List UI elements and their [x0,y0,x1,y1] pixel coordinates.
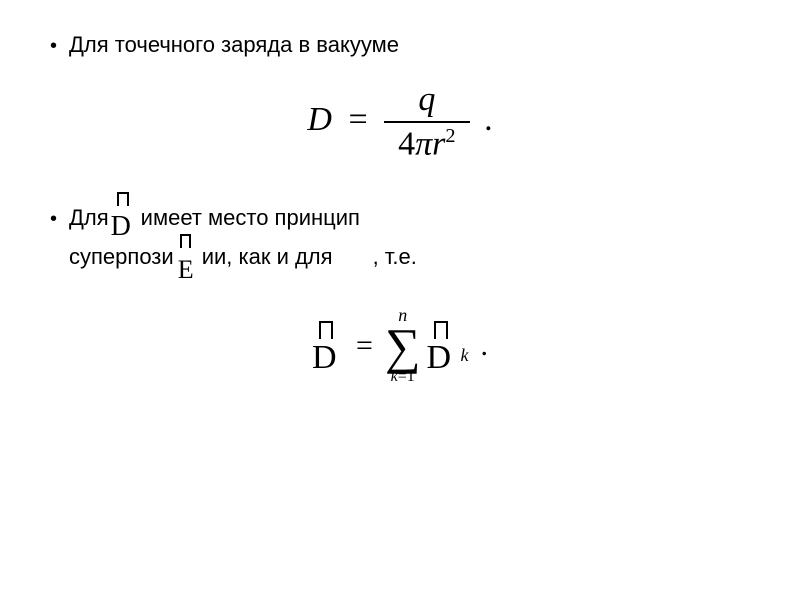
f1-denom-r: r [432,125,445,162]
l2-row2c: , т.е. [373,240,417,273]
formula-1: D = q 4πr2 . [50,81,750,163]
f2-vec-D-right: D [427,317,459,375]
vector-D-letter: D [111,206,131,248]
f2-eq: = [356,329,373,363]
l2-mid1: имеет место принцип [141,201,360,234]
f2-sum-bot: k=1 [391,369,415,385]
f2-sub-k: k [461,345,469,366]
f2-vec-D-left: D [312,317,344,375]
f1-numerator: q [384,81,469,123]
f1-fraction: q 4πr2 [384,81,469,163]
f1-lhs: D [307,101,332,138]
vector-E-letter: E [178,250,194,289]
l2-pre: Для [69,201,109,234]
f1-denominator: 4πr2 [384,123,469,163]
text-line-2: Для D имеет место принцип суперпози E ии… [69,198,417,276]
f1-denom-pi: π [415,125,432,162]
f2-D-right: D [427,339,452,377]
bullet-line-2: • Для D имеет место принцип суперпози E … [50,198,750,276]
text-line-1: Для точечного заряда в вакууме [69,30,399,61]
vector-E-inline: E [176,236,200,276]
vector-box-icon-big-l [319,321,333,339]
l2-row2b: ии, как и для [202,240,333,273]
sigma-icon: ∑ [385,324,421,369]
bullet-glyph-2: • [50,205,57,233]
vector-box-icon-e [180,234,191,248]
bullet-line-1: • Для точечного заряда в вакууме [50,30,750,61]
f2-sum-bot-k: k [391,368,398,385]
f1-denom-4: 4 [398,125,415,162]
f1-period: . [484,101,493,138]
vector-box-icon [117,192,129,206]
f1-denom-exp: 2 [445,125,455,147]
vector-box-icon-big-r [434,321,448,339]
f1-eq: = [348,101,367,138]
bullet-glyph: • [50,32,57,60]
f2-sum-bot-eq: = [398,368,407,385]
f2-sigma-stack: n ∑ k=1 [385,306,421,385]
f2-D-left: D [312,339,337,377]
formula-2: D = n ∑ k=1 D k . [50,306,750,385]
f2-sum-bot-1: 1 [407,368,415,385]
vector-D-inline: D [111,198,139,236]
f2-period: . [481,329,489,363]
